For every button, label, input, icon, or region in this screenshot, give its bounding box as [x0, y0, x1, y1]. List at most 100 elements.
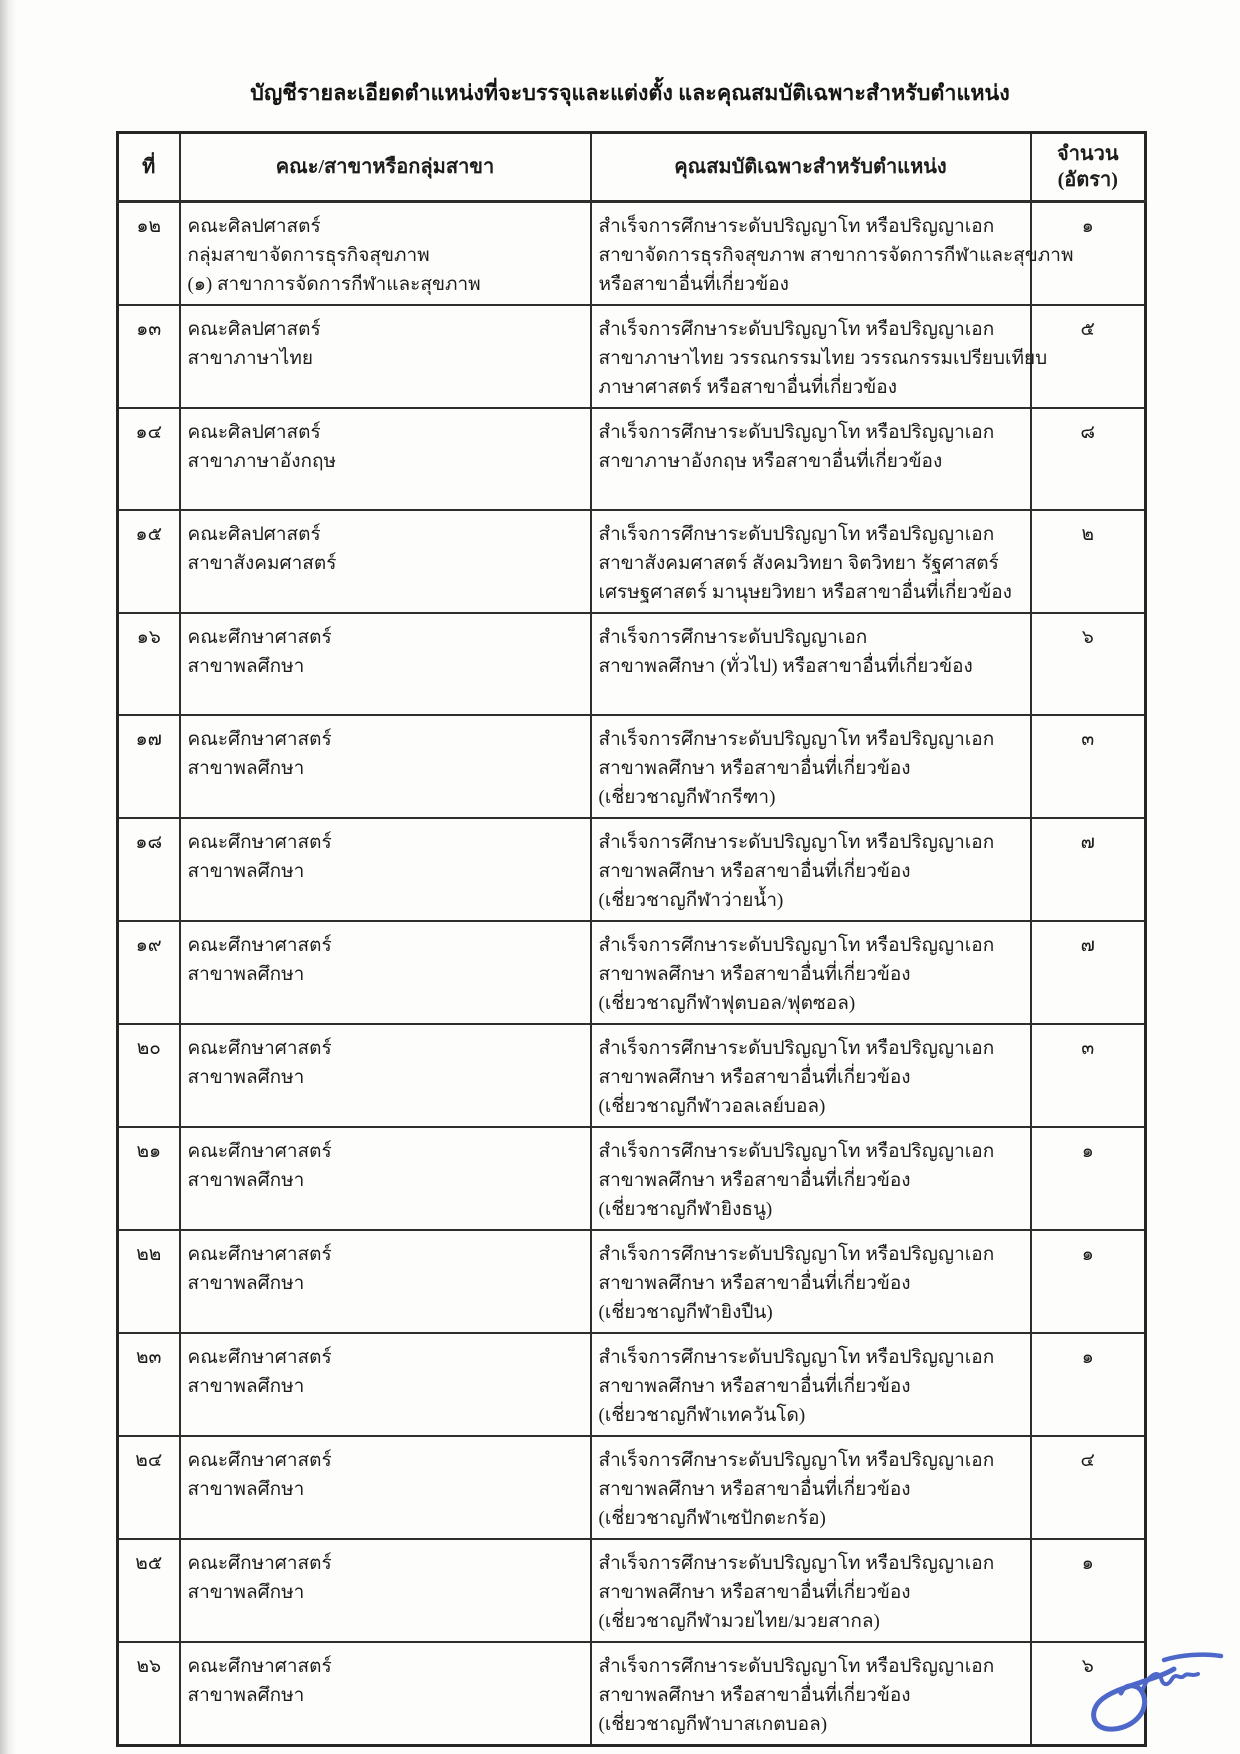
qualification-line: (เชี่ยวชาญกีฬาฟุตบอล/ฟุตซอล)	[598, 993, 856, 1014]
cell-count: ๑	[1029, 200, 1147, 306]
header-count-line1: จำนวน	[1056, 143, 1119, 165]
qualification-line: สาขาพลศึกษา หรือสาขาอื่นที่เกี่ยวข้อง	[598, 758, 911, 779]
cell-no: ๒๕	[116, 1538, 181, 1643]
faculty-line: สาขาภาษาไทย	[187, 348, 314, 369]
cell-qualification: สำเร็จการศึกษาระดับปริญญาโท หรือปริญญาเอ…	[589, 1023, 1032, 1128]
faculty-line: คณะศึกษาศาสตร์	[187, 1347, 332, 1368]
cell-faculty: คณะศึกษาศาสตร์สาขาพลศึกษา	[178, 1332, 592, 1437]
cell-qualification: สำเร็จการศึกษาระดับปริญญาโท หรือปริญญาเอ…	[589, 1229, 1032, 1334]
cell-no: ๒๒	[116, 1229, 181, 1334]
qualification-line: สำเร็จการศึกษาระดับปริญญาโท หรือปริญญาเอ…	[598, 216, 995, 237]
signature-strokes	[1091, 1652, 1224, 1732]
cell-count: ๑	[1029, 1126, 1147, 1231]
cell-faculty: คณะศิลปศาสตร์สาขาสังคมศาสตร์	[178, 509, 592, 614]
cell-count: ๕	[1029, 304, 1147, 409]
cell-faculty: คณะศึกษาศาสตร์ สาขาพลศึกษา	[178, 612, 592, 716]
positions-table: ที่ คณะ/สาขาหรือกลุ่มสาขา คุณสมบัติเฉพาะ…	[116, 131, 1147, 1747]
cell-count: ๘	[1029, 407, 1147, 511]
cell-faculty: คณะศิลปศาสตร์ กลุ่มสาขาจัดการธุรกิจสุขภาพ…	[178, 200, 592, 306]
table-row: ๑๗ คณะศึกษาศาสตร์ สาขาพลศึกษา สำเร็จการศึกษ…	[116, 714, 1147, 819]
faculty-line: สาขาพลศึกษา	[187, 964, 305, 985]
qualification-line: หรือสาขาอื่นที่เกี่ยวข้อง	[598, 274, 789, 295]
qualification-line: สาขาพลศึกษา หรือสาขาอื่นที่เกี่ยวข้อง	[598, 1685, 911, 1706]
cell-faculty: คณะศึกษาศาสตร์ สาขาพลศึกษา	[178, 1538, 592, 1643]
faculty-line: สาขาพลศึกษา	[187, 1376, 305, 1397]
faculty-line: คณะศิลปศาสตร์	[187, 422, 321, 443]
qualification-line: สาขาพลศึกษา หรือสาขาอื่นที่เกี่ยวข้อง	[598, 1273, 911, 1294]
faculty-line: สาขาพลศึกษา	[187, 1685, 305, 1706]
qualification-line: สาขาพลศึกษา หรือสาขาอื่นที่เกี่ยวข้อง	[598, 1582, 911, 1603]
handwritten-signature	[1091, 1652, 1224, 1732]
qualification-line: สาขาพลศึกษา (ทั่วไป) หรือสาขาอื่นที่เกี่…	[598, 656, 973, 677]
qualification-line: สาขาจัดการธุรกิจสุขภาพ สาขาการจัดการกีฬา…	[598, 245, 1074, 266]
table-body: ๑๒ คณะศิลปศาสตร์ กลุ่มสาขาจัดการธุรกิจสุขภ…	[116, 200, 1147, 1747]
qualification-line: สำเร็จการศึกษาระดับปริญญาโท หรือปริญญาเอ…	[598, 935, 995, 956]
qualification-line: สำเร็จการศึกษาระดับปริญญาโท หรือปริญญาเอ…	[598, 319, 995, 340]
faculty-line: สาขาพลศึกษา	[187, 1582, 305, 1603]
faculty-line: คณะศิลปศาสตร์	[187, 319, 321, 340]
table-row: ๑๕ คณะศิลปศาสตร์ สาขาสังคมศาสตร์ สำเร็จการศ…	[116, 509, 1147, 614]
qualification-line: สาขาพลศึกษา หรือสาขาอื่นที่เกี่ยวข้อง	[598, 1479, 911, 1500]
qualification-line: สำเร็จการศึกษาระดับปริญญาโท หรือปริญญาเอ…	[598, 1450, 995, 1471]
cell-count: ๗	[1029, 920, 1147, 1025]
cell-count: ๓	[1029, 1023, 1147, 1128]
qualification-line: สำเร็จการศึกษาระดับปริญญาโท หรือปริญญาเอ…	[598, 1244, 995, 1265]
table-row: ๑๓ คณะศิลปศาสตร์ สาขาภาษาไทย สำเร็จการศึกษา…	[116, 304, 1147, 409]
cell-faculty: คณะศึกษาศาสตร์สาขาพลศึกษา	[178, 920, 592, 1025]
qualification-line: สำเร็จการศึกษาระดับปริญญาโท หรือปริญญาเอ…	[598, 1347, 995, 1368]
faculty-line: กลุ่มสาขาจัดการธุรกิจสุขภาพ	[187, 245, 430, 266]
qualification-line: (เชี่ยวชาญกีฬาเซปักตะกร้อ)	[598, 1508, 826, 1529]
qualification-line: สาขาภาษาไทย วรรณกรรมไทย วรรณกรรมเปรียบเท…	[598, 348, 1048, 369]
cell-qualification: สำเร็จการศึกษาระดับปริญญาโท หรือปริญญาเอ…	[589, 1641, 1032, 1747]
header-count-line2: (อัตรา)	[1057, 169, 1118, 191]
qualification-line: สำเร็จการศึกษาระดับปริญญาโท หรือปริญญาเอ…	[598, 1656, 995, 1677]
cell-no: ๑๙	[116, 920, 181, 1025]
cell-qualification: สำเร็จการศึกษาระดับปริญญาโท หรือปริญญาเอ…	[589, 817, 1032, 922]
faculty-line: สาขาพลศึกษา	[187, 861, 305, 882]
faculty-line: คณะศึกษาศาสตร์	[187, 1450, 332, 1471]
qualification-line: สำเร็จการศึกษาระดับปริญญาโท หรือปริญญาเอ…	[598, 832, 995, 853]
faculty-line: สาขาพลศึกษา	[187, 656, 305, 677]
cell-faculty: คณะศึกษาศาสตร์ สาขาพลศึกษา	[178, 1126, 592, 1231]
table-row: ๑๘ คณะศึกษาศาสตร์ สาขาพลศึกษา สำเร็จการศึกษ…	[116, 817, 1147, 922]
cell-count: ๒	[1029, 509, 1147, 614]
faculty-line: คณะศึกษาศาสตร์	[187, 729, 332, 750]
qualification-line: สาขาพลศึกษา หรือสาขาอื่นที่เกี่ยวข้อง	[598, 964, 911, 985]
faculty-line: สาขาพลศึกษา	[187, 1170, 305, 1191]
header-count: จำนวน (อัตรา)	[1029, 131, 1147, 203]
qualification-line: (เชี่ยวชาญกีฬามวยไทย/มวยสากล)	[598, 1611, 880, 1632]
qualification-line: สาขาภาษาอังกฤษ หรือสาขาอื่นที่เกี่ยวข้อง	[598, 451, 943, 472]
qualification-line: สำเร็จการศึกษาระดับปริญญาโท หรือปริญญาเอ…	[598, 524, 995, 545]
qualification-line: สำเร็จการศึกษาระดับปริญญาโท หรือปริญญาเอ…	[598, 1141, 995, 1162]
cell-no: ๑๕	[116, 509, 181, 614]
cell-no: ๑๖	[116, 612, 181, 716]
faculty-line: สาขาสังคมศาสตร์	[187, 553, 337, 574]
faculty-line: คณะศึกษาศาสตร์	[187, 1244, 332, 1265]
table-row: ๒๕ คณะศึกษาศาสตร์ สาขาพลศึกษา สำเร็จการศึกษ…	[116, 1538, 1147, 1643]
qualification-line: สาขาพลศึกษา หรือสาขาอื่นที่เกี่ยวข้อง	[598, 1067, 911, 1088]
qualification-line: สาขาสังคมศาสตร์ สังคมวิทยา จิตวิทยา รัฐศ…	[598, 553, 999, 574]
cell-no: ๒๐	[116, 1023, 181, 1128]
cell-no: ๒๔	[116, 1435, 181, 1540]
qualification-line: สาขาพลศึกษา หรือสาขาอื่นที่เกี่ยวข้อง	[598, 1376, 911, 1397]
faculty-line: คณะศิลปศาสตร์	[187, 524, 321, 545]
cell-count: ๑	[1029, 1229, 1147, 1334]
cell-no: ๒๓	[116, 1332, 181, 1437]
cell-faculty: คณะศึกษาศาสตร์ สาขาพลศึกษา	[178, 817, 592, 922]
faculty-line: สาขาภาษาอังกฤษ	[187, 451, 337, 472]
faculty-line: คณะศึกษาศาสตร์	[187, 1038, 332, 1059]
cell-count: ๑	[1029, 1332, 1147, 1437]
cell-qualification: สำเร็จการศึกษาระดับปริญญาโท หรือปริญญาเอ…	[589, 200, 1074, 306]
table-header: ที่ คณะ/สาขาหรือกลุ่มสาขา คุณสมบัติเฉพาะ…	[116, 131, 1147, 203]
qualification-line: สำเร็จการศึกษาระดับปริญญาโท หรือปริญญาเอ…	[598, 422, 995, 443]
table-row: ๒๑ คณะศึกษาศาสตร์ สาขาพลศึกษา สำเร็จการศึกษ…	[116, 1126, 1147, 1231]
cell-faculty: คณะศึกษาศาสตร์ สาขาพลศึกษา	[178, 1023, 592, 1128]
qualification-line: (เชี่ยวชาญกีฬาว่ายน้ำ)	[598, 890, 784, 911]
cell-qualification: สำเร็จการศึกษาระดับปริญญาโท หรือปริญญาเอ…	[589, 920, 1032, 1025]
cell-faculty: คณะศึกษาศาสตร์ สาขาพลศึกษา	[178, 714, 592, 819]
faculty-line: คณะศึกษาศาสตร์	[187, 935, 332, 956]
header-qualification: คุณสมบัติเฉพาะสำหรับตำแหน่ง	[589, 131, 1032, 203]
cell-faculty: คณะศิลปศาสตร์สาขาภาษาอังกฤษ	[178, 407, 592, 511]
table-row: ๒๖ คณะศึกษาศาสตร์ สาขาพลศึกษา สำเร็จการศึกษ…	[116, 1641, 1147, 1747]
qualification-line: สำเร็จการศึกษาระดับปริญญาโท หรือปริญญาเอ…	[598, 729, 995, 750]
